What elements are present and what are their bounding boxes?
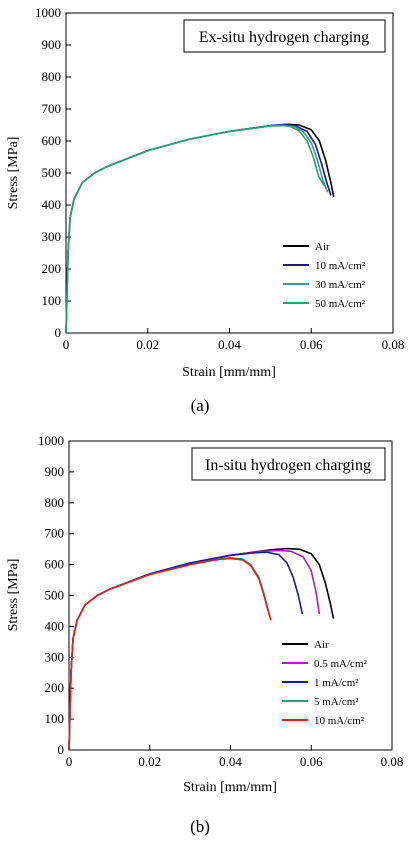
series-line-3 [68,557,272,751]
x-tick-label: 0.06 [300,337,323,352]
y-tick-label: 900 [42,37,62,52]
panel-label: (a) [191,396,210,415]
y-tick-label: 900 [45,464,65,479]
y-tick-label: 100 [42,293,62,308]
y-tick-label: 500 [42,165,62,180]
legend-label: 1 mA/cm² [314,677,359,689]
x-tick-label: 0 [63,337,70,352]
y-tick-label: 800 [42,69,62,84]
y-tick-label: 700 [42,101,62,116]
y-tick-label: 600 [42,133,62,148]
series-lines [65,123,335,334]
y-tick-label: 200 [42,261,62,276]
x-tick-label: 0.08 [381,754,404,769]
x-axis-label: Strain [mm/mm] [183,780,277,795]
y-tick-label: 0 [55,325,62,340]
panel-label: (b) [190,817,210,836]
series-line-1 [65,123,332,334]
chart-panel-b: 0 0.02 0.04 0.06 0.08 0 100 200 300 400 500 600 700 8… [6,433,403,836]
series-line-2 [68,551,304,751]
legend-label: 10 mA/cm² [315,260,366,272]
y-tick-label: 400 [42,197,62,212]
y-tick-label: 800 [45,495,65,510]
y-axis-label: Stress [MPa] [6,559,21,632]
y-tick-label: 600 [45,557,65,572]
axis-ticks: 0 0.02 0.04 0.06 0.08 0 100 200 300 400 500 600 700 8… [38,433,403,769]
chart-title: Ex-situ hydrogen charging [199,29,369,46]
series-line-2 [65,124,329,334]
y-tick-label: 200 [45,680,65,695]
y-tick-label: 300 [42,229,62,244]
y-tick-label: 700 [45,526,65,541]
y-tick-label: 300 [45,649,65,664]
series-lines [68,547,335,751]
series-line-3 [65,124,326,334]
y-tick-label: 0 [58,742,65,757]
legend: Air 10 mA/cm² 30 mA/cm² 50 mA/cm² [283,241,366,310]
legend-label: 30 mA/cm² [315,279,366,291]
x-tick-label: 0.04 [218,337,241,352]
axis-ticks: 0 0.02 0.04 0.06 0.08 0 100 200 300 400 500 600 700 8… [35,5,404,352]
x-tick-label: 0.02 [136,337,159,352]
y-tick-label: 100 [45,711,65,726]
title-box [183,19,386,53]
legend-label: 5 mA/cm² [314,696,359,708]
x-tick-label: 0 [66,754,73,769]
chart-title: In-situ hydrogen charging [205,457,371,474]
x-tick-label: 0.02 [138,754,161,769]
chart-panel-a: 0 0.02 0.04 0.06 0.08 0 100 200 300 400 500 600 700 8… [6,5,404,415]
x-tick-label: 0.08 [382,337,405,352]
x-axis-label: Strain [mm/mm] [182,365,276,380]
y-tick-label: 400 [45,618,65,633]
y-tick-label: 1000 [35,5,61,20]
legend: Air 0.5 mA/cm² 1 mA/cm² 5 mA/cm² 10 mA/cm² [282,639,367,727]
series-line-4 [68,557,272,751]
x-tick-label: 0.06 [300,754,323,769]
x-tick-label: 0.04 [219,754,242,769]
series-line-0 [65,123,335,334]
legend-label: Air [315,241,330,253]
legend-label: 50 mA/cm² [315,298,366,310]
title-box [191,447,386,481]
y-tick-label: 500 [45,588,65,603]
legend-label: 0.5 mA/cm² [314,658,367,670]
series-line-1 [68,549,321,751]
y-axis-label: Stress [MPa] [6,137,21,210]
legend-label: Air [314,639,329,651]
y-tick-label: 1000 [38,433,64,448]
legend-label: 10 mA/cm² [314,715,365,727]
